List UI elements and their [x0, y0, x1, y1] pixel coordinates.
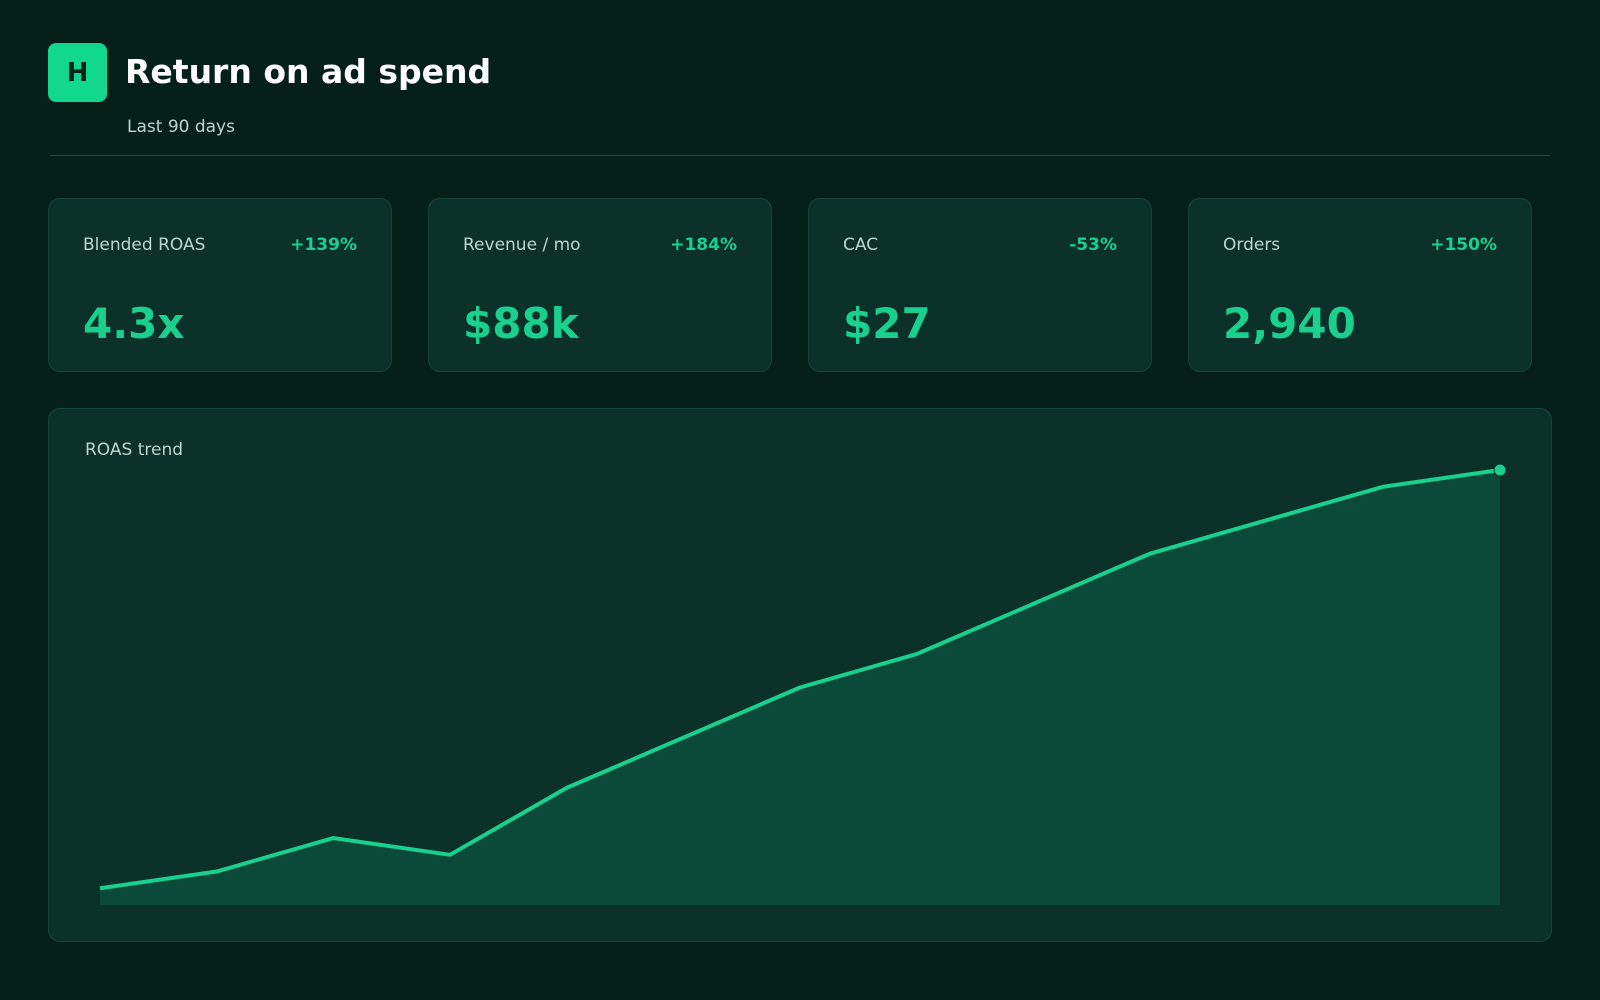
kpi-delta: +139%	[290, 235, 357, 255]
kpi-value: $27	[843, 299, 931, 348]
kpi-delta: +150%	[1430, 235, 1497, 255]
kpi-card: Blended ROAS +139% 4.3x	[48, 198, 392, 372]
kpi-label: CAC	[843, 235, 879, 255]
kpi-value: 4.3x	[83, 299, 185, 348]
logo: H	[48, 43, 107, 102]
kpi-delta: +184%	[670, 235, 737, 255]
kpi-value: $88k	[463, 299, 579, 348]
kpi-label: Revenue / mo	[463, 235, 581, 255]
divider	[50, 155, 1550, 156]
page-title: Return on ad spend	[125, 52, 492, 91]
kpi-card: CAC -53% $27	[808, 198, 1152, 372]
kpi-card: Orders +150% 2,940	[1188, 198, 1532, 372]
line	[99, 468, 1501, 891]
page-subtitle: Last 90 days	[127, 117, 235, 137]
chart-title: ROAS trend	[85, 440, 183, 460]
kpi-label: Orders	[1223, 235, 1281, 255]
end-marker	[1493, 463, 1507, 477]
kpi-delta: -53%	[1069, 235, 1117, 255]
kpi-label: Blended ROAS	[83, 235, 206, 255]
kpi-value: 2,940	[1223, 299, 1356, 348]
kpi-card: Revenue / mo +184% $88k	[428, 198, 772, 372]
